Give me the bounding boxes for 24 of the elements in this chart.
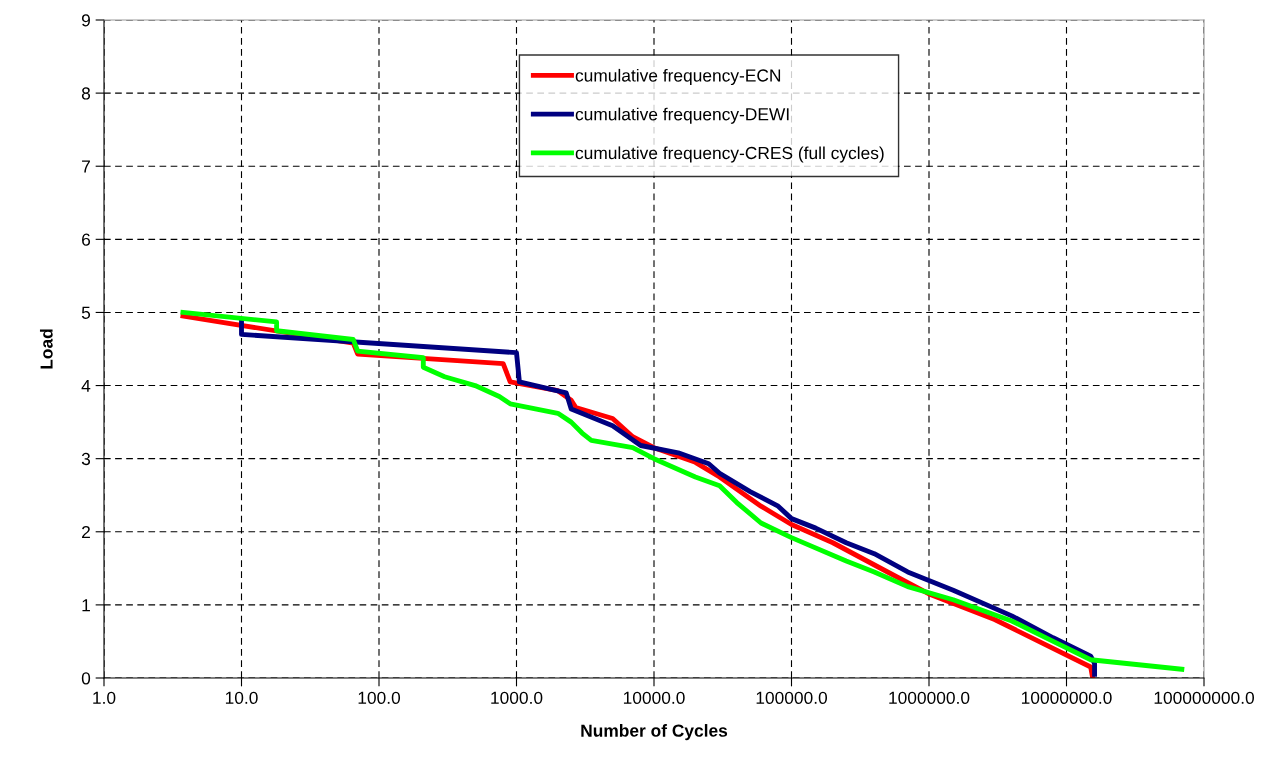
x-tick-label: 10000000.0: [1021, 691, 1112, 704]
x-tick-label: 10000.0: [623, 691, 685, 704]
x-tick-label: 10.0: [225, 691, 258, 704]
x-axis-title: Number of Cycles: [581, 724, 728, 741]
y-tick-label: 5: [81, 306, 91, 319]
x-tick-label: 100000000.0: [1154, 691, 1255, 704]
y-axis-title: Load: [39, 329, 53, 369]
y-tick-label: 0: [81, 672, 91, 685]
y-tick-label: 2: [82, 525, 90, 539]
x-tick-label: 1.0: [93, 691, 116, 704]
y-tick-label: 3: [81, 452, 91, 466]
legend-label: cumulative frequency-CRES (full cycles): [575, 146, 884, 163]
x-tick-label: 1000000.0: [889, 691, 970, 704]
y-tick-label: 9: [81, 14, 90, 27]
y-tick-label: 8: [81, 87, 91, 100]
y-tick-label: 6: [82, 233, 91, 246]
x-tick-label: 100000.0: [756, 691, 828, 704]
legend-label: cumulative frequency-DEWI: [575, 107, 789, 124]
legend-label: cumulative frequency-ECN: [575, 68, 781, 86]
y-tick-label: 4: [81, 379, 91, 392]
x-tick-label: 100.0: [358, 691, 401, 704]
y-tick-label: 1: [82, 599, 90, 612]
x-tick-label: 1000.0: [491, 691, 543, 704]
y-tick-label: 7: [82, 160, 90, 173]
